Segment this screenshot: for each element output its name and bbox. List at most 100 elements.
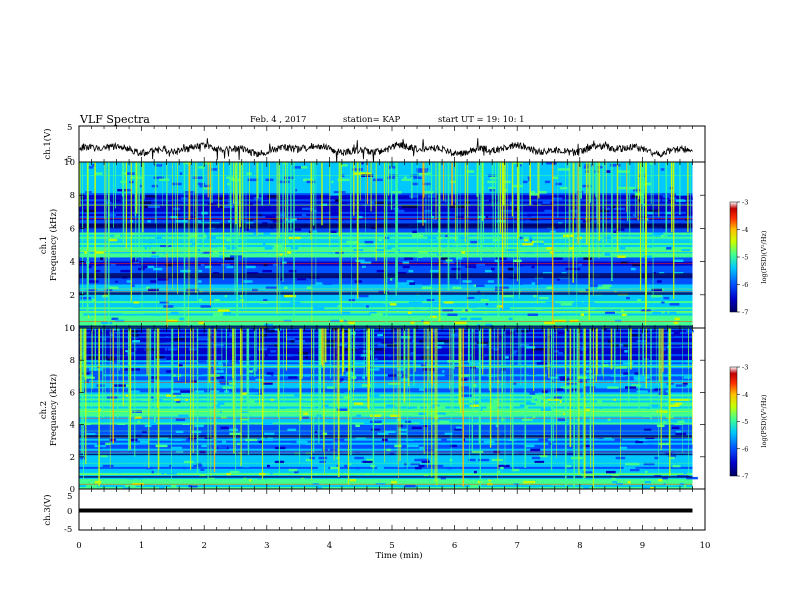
spectrogram-patch (493, 348, 499, 351)
spectrogram-patch (245, 438, 258, 442)
spectrogram-patch (680, 280, 692, 283)
spectrogram-patch (569, 269, 575, 273)
spectrogram-patch (216, 342, 225, 345)
spectrogram-patch (455, 257, 463, 260)
spectrogram-patch (481, 228, 488, 231)
spectrogram-patch (566, 456, 571, 460)
y-tick-label: 2 (70, 453, 75, 463)
spectrogram-patch (221, 280, 231, 283)
spectrogram-patch (166, 197, 172, 200)
spectrogram-patch (401, 336, 411, 339)
spectrogram-patch (297, 356, 301, 359)
time-tick-label: 5 (389, 541, 394, 551)
spectrogram-patch (124, 298, 135, 302)
spectrogram-patch (132, 340, 140, 343)
spectrogram-patch (610, 374, 616, 377)
spectrogram-patch (438, 380, 451, 383)
spectrogram-patch (278, 172, 286, 175)
spectrogram-patch (450, 362, 454, 365)
spectrogram-patch (613, 207, 625, 211)
spectrogram-patch (506, 378, 509, 381)
spectrogram-patch (525, 454, 534, 458)
spectrogram-patch (325, 340, 335, 343)
spectrogram-patch (336, 408, 348, 411)
spectrogram-patch (165, 247, 174, 250)
spectrogram-patch (320, 436, 323, 440)
spectrogram-patch (143, 197, 154, 200)
spectrogram-patch (476, 284, 485, 287)
spectrogram-patch (522, 242, 533, 246)
spectrogram-patch (391, 480, 397, 484)
spectrogram-patch (397, 464, 404, 468)
spectrogram-patch (229, 454, 236, 458)
spectrogram-patch (615, 319, 622, 323)
spectrogram-patch (372, 352, 376, 355)
spectrogram-patch (331, 180, 334, 184)
spectrogram-patch (336, 464, 339, 468)
spectrogram-patch (647, 328, 653, 331)
spectrogram-patch (354, 362, 365, 365)
spectrogram-patch (243, 280, 253, 283)
spectrogram-patch (268, 170, 280, 173)
spectrogram-patch (651, 294, 663, 298)
spectrogram-patch (96, 374, 104, 377)
spectrogram-patch (287, 428, 297, 432)
spectrogram-patch (127, 330, 139, 333)
spectrogram-patch (153, 267, 163, 271)
spectrogram-patch (320, 203, 328, 206)
spectrogram-patch (527, 213, 532, 217)
spectrogram-patch (417, 406, 420, 409)
spectrogram-patch (362, 342, 370, 345)
spectrogram-patch (213, 344, 224, 347)
spectrogram-patch (111, 317, 119, 321)
spectrogram-patch (323, 458, 334, 462)
spectrogram-patch (452, 286, 462, 289)
spectrogram-patch (362, 267, 372, 271)
spectrogram-row (79, 458, 693, 462)
spectrogram-patch (484, 186, 496, 190)
spectrogram-patch (189, 188, 194, 192)
spectrogram-patch (437, 342, 445, 345)
spectrogram-patch (500, 209, 513, 213)
spectrogram-patch (388, 354, 392, 357)
spectrogram-patch (312, 230, 317, 233)
spectrogram-patch (155, 236, 162, 240)
spectrogram-patch (172, 392, 181, 395)
spectrogram-patch (252, 303, 260, 306)
spectrogram-patch (632, 263, 641, 267)
spectrogram-patch (494, 259, 499, 262)
spectrogram-patch (474, 470, 477, 474)
spectrogram-patch (680, 232, 687, 236)
spectrogram-patch (308, 462, 311, 466)
spectrogram-patch (434, 203, 439, 206)
spectrogram-patch (408, 307, 415, 310)
spectrogram-patch (197, 360, 207, 363)
spectrogram-patch (619, 247, 626, 250)
spectrogram-patch (372, 414, 379, 417)
spectrogram-patch (649, 404, 660, 407)
ch1-waveform-trace (78, 138, 693, 164)
spectrogram-patch (100, 454, 108, 458)
spectrogram-patch (197, 220, 202, 223)
spectrogram-patch (87, 330, 92, 333)
spectrogram-patch (249, 478, 252, 482)
spectrogram-patch (290, 301, 301, 304)
spectrogram-patch (88, 356, 98, 359)
spectrogram-patch (580, 249, 592, 252)
spectrogram-patch (272, 478, 283, 482)
spectrogram-patch (387, 203, 393, 206)
spectrogram-patch (418, 172, 431, 175)
spectrogram-patch (450, 334, 459, 337)
spectrogram-patch (209, 245, 217, 248)
spectrogram-patch (197, 182, 205, 186)
spectrogram-patch (349, 328, 362, 331)
spectrogram-patch (352, 388, 362, 391)
spectrogram-patch (495, 286, 504, 289)
spectrogram-patch (384, 247, 392, 250)
spectrogram-patch (652, 311, 662, 314)
spectrogram-patch (294, 394, 302, 397)
spectrogram-patch (138, 249, 147, 252)
spectrogram-patch (261, 211, 273, 215)
spectrogram-patch (159, 178, 170, 182)
